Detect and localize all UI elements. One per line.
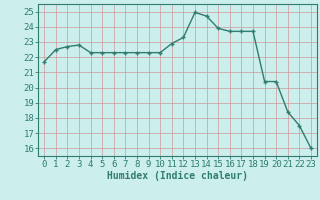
X-axis label: Humidex (Indice chaleur): Humidex (Indice chaleur) — [107, 171, 248, 181]
